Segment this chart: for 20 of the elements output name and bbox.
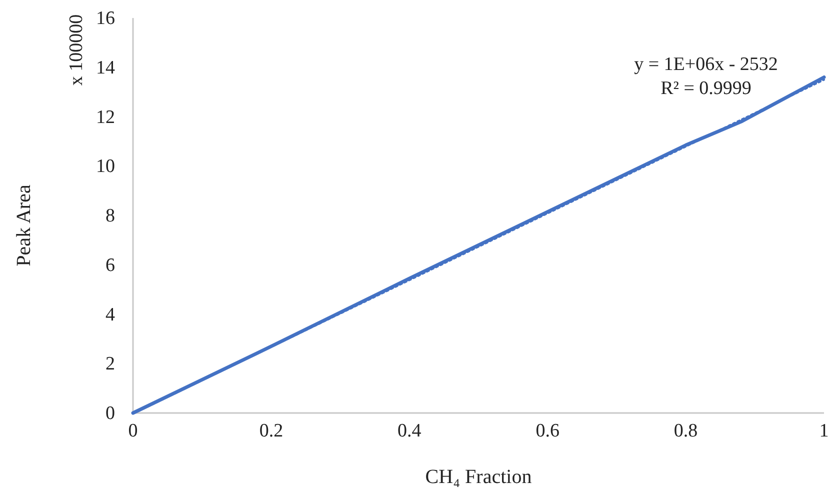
y-tick-label: 4 <box>106 304 116 326</box>
annotation: y = 1E+06x - 2532 <box>634 54 778 75</box>
y-tick-label: 16 <box>96 8 115 30</box>
y-tick-label: 8 <box>106 206 115 227</box>
y-tick-label: 0 <box>106 403 115 424</box>
text: x 100000 <box>66 14 87 86</box>
x-tick-label: 0 <box>128 420 138 442</box>
y-tick-label: 14 <box>96 57 116 78</box>
annotation: R² = 0.9999 <box>660 78 752 99</box>
x-tick-label: 1 <box>819 420 829 442</box>
x-tick-label: 0.4 <box>398 420 422 442</box>
x-tick-label: 0.8 <box>674 420 698 442</box>
y-tick-label: 2 <box>106 354 115 375</box>
y-axis-title: Peak Area <box>13 184 35 266</box>
x-axis-title: CH₄ Fraction <box>425 466 532 488</box>
x-tick-label: 0.2 <box>259 420 284 442</box>
y-tick-label: 12 <box>96 106 115 128</box>
y-tick-label: 6 <box>106 254 115 276</box>
x-tick-label: 0.6 <box>536 420 560 442</box>
y-tick-label: 10 <box>96 156 115 178</box>
